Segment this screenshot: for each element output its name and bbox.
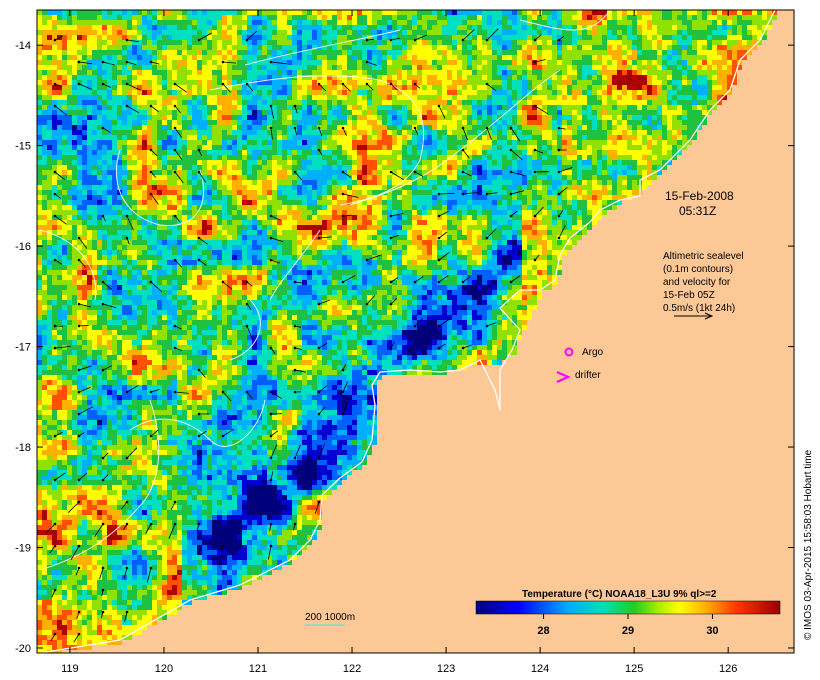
colorbar-tick-label: 30 [706,625,718,637]
sea-level-contours [39,10,611,571]
lat-tick-label: -19 [15,543,31,555]
sea-surface-temperature-field [37,10,777,653]
velocity-scale-arrow [674,312,714,320]
argo-marker [564,347,574,357]
image-date: 15-Feb-2008 [665,189,734,203]
coastline [39,10,776,653]
altimetry-note-line-3: and velocity for [663,277,731,288]
colorbar-tick-label: 28 [537,625,549,637]
lat-tick-label: -20 [15,643,31,655]
colorbar-ticks: 28 29 30 [537,614,719,637]
lat-tick-label: -14 [15,40,31,52]
drifter-label: drifter [575,370,601,381]
altimetry-note-line-4: 15-Feb 05Z [663,290,715,301]
lon-tick-label: 125 [625,663,643,675]
altimetry-note-line-2: (0.1m contours) [663,264,733,275]
altimetry-note-line-5: 0.5m/s (1kt 24h) [663,303,735,314]
colorbar-title: Temperature (°C) NOAA18_L3U 9% ql>=2 [522,589,717,600]
lon-tick-label: 124 [531,663,549,675]
depth-scale-label: 200 1000m [305,612,355,623]
colorbar-tick-label: 29 [622,625,634,637]
colorbar [475,600,781,615]
lon-tick-label: 119 [61,663,79,675]
argo-label: Argo [582,347,604,358]
lon-tick-label: 120 [155,663,173,675]
lat-tick-label: -17 [15,342,31,354]
lon-tick-label: 123 [437,663,455,675]
lat-tick-label: -16 [15,241,31,253]
altimetry-note-line-1: Altimetric sealevel [663,251,744,262]
axis-ticks: 119 120 121 122 123 124 125 126 -14 -15 -16 -17 -18 -… [15,10,794,675]
velocity-arrows [45,28,573,643]
drifter-marker [556,370,571,384]
lon-tick-label: 122 [343,663,361,675]
image-time: 05:31Z [679,204,716,218]
lat-tick-label: -15 [15,141,31,153]
plot-frame [36,9,795,654]
lon-tick-label: 121 [249,663,267,675]
credit-text: © IMOS 03-Apr-2015 15:58:03 Hobart time [803,449,814,640]
lat-tick-label: -18 [15,442,31,454]
lon-tick-label: 126 [719,663,737,675]
